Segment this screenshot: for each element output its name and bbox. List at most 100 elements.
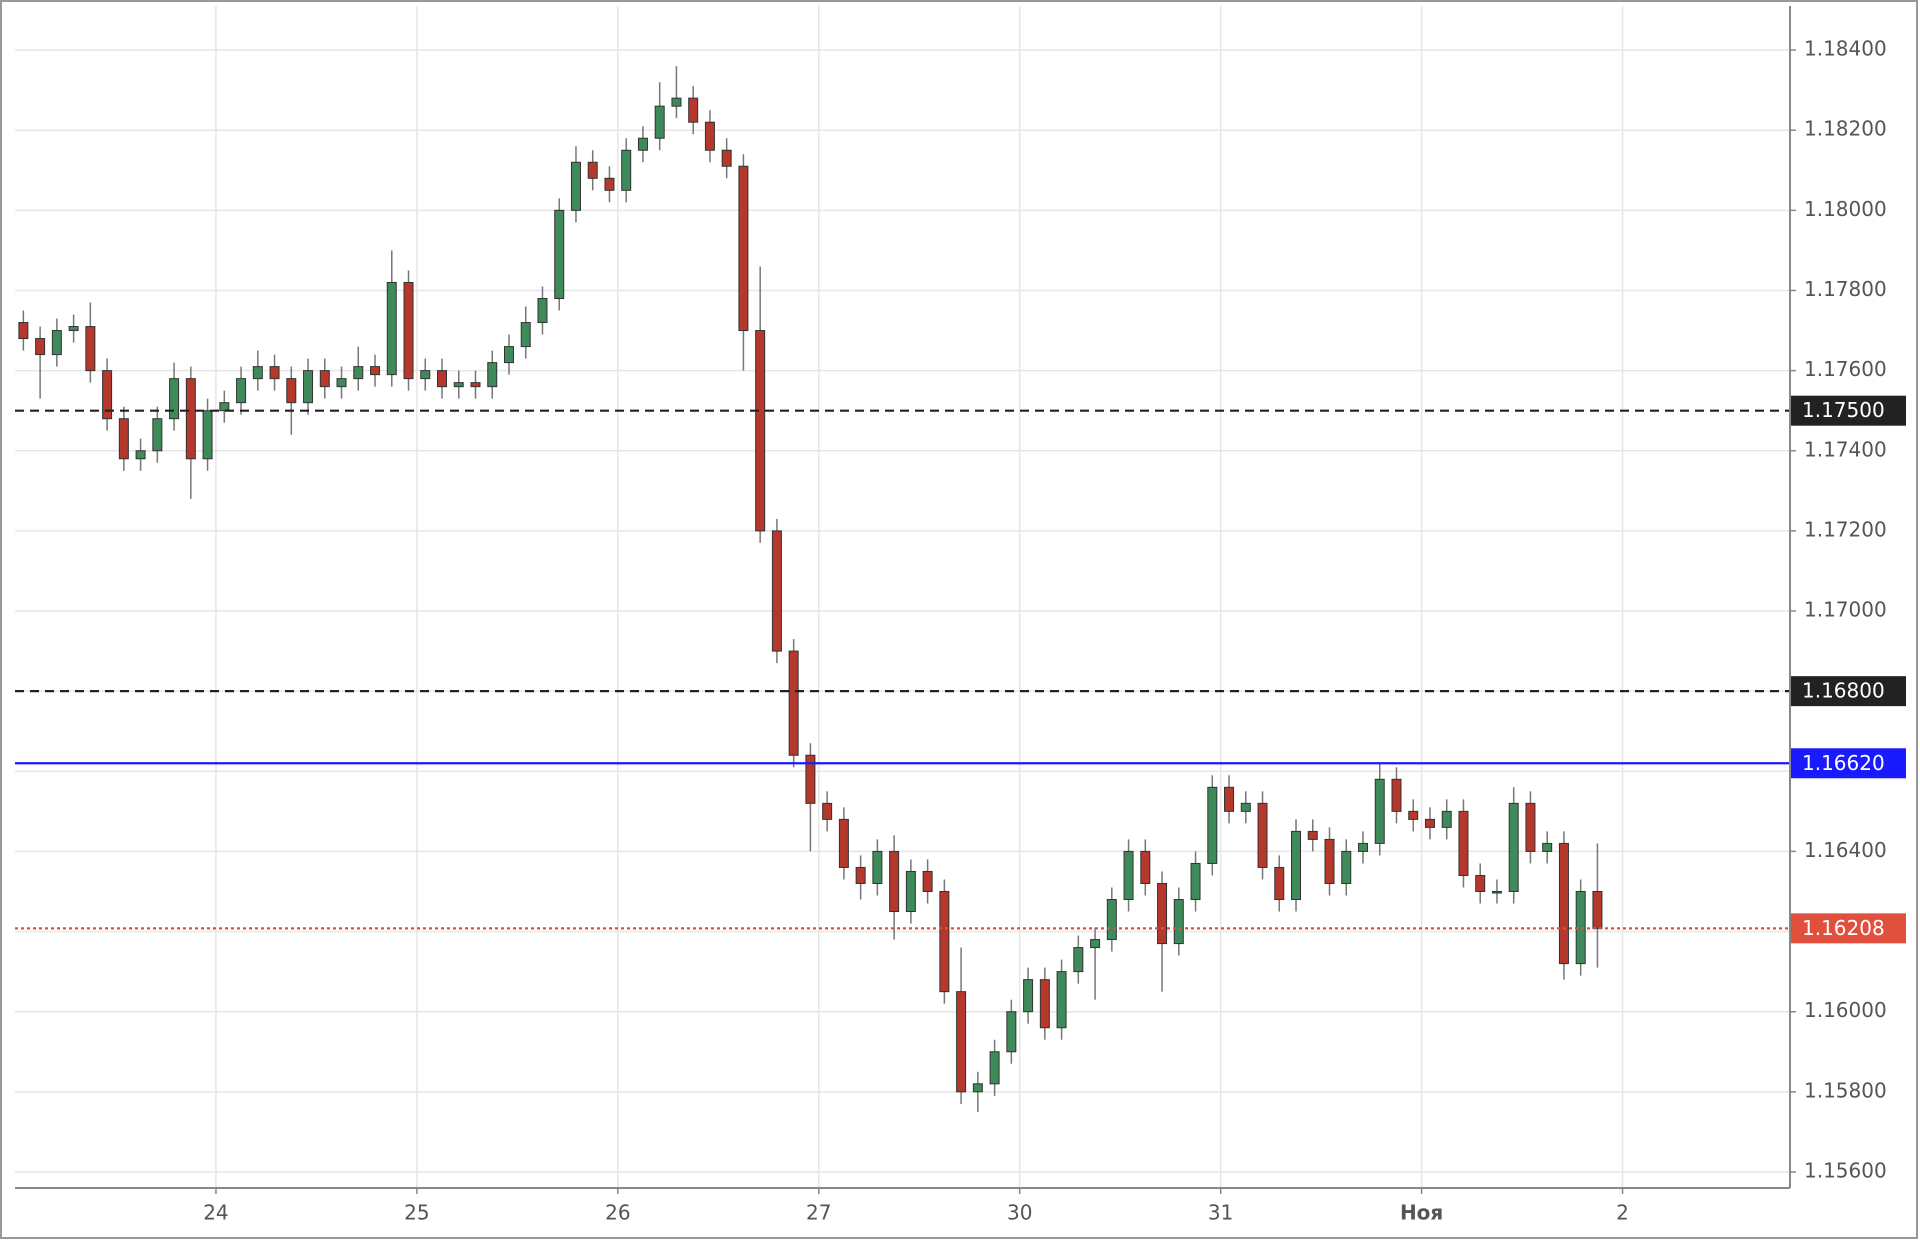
candle-body: [1073, 947, 1084, 973]
levels: 1.17500 1.16800 1.16620 1.16208: [15, 395, 1906, 944]
y-tick-label: 1.17200: [1804, 517, 1887, 541]
candle-body: [755, 330, 766, 532]
candle-body: [1374, 778, 1385, 844]
candle-body: [118, 418, 129, 460]
candle-body: [152, 418, 163, 452]
candle-body: [805, 754, 816, 804]
candle-body: [1491, 890, 1502, 894]
candle-body: [939, 890, 950, 993]
candle-body: [1441, 810, 1452, 828]
candle-body: [721, 149, 732, 167]
candle-body: [1558, 842, 1569, 965]
candle-body: [989, 1051, 1000, 1085]
candle-body: [269, 366, 280, 380]
candle-body: [1458, 810, 1469, 876]
y-tick-label: 1.15800: [1804, 1078, 1887, 1102]
y-tick-label: 1.18200: [1804, 117, 1887, 141]
candle-body: [838, 818, 849, 868]
candle-body: [18, 322, 29, 340]
candle-body: [1307, 830, 1318, 840]
x-tick-label: 31: [1208, 1201, 1233, 1225]
candle-body: [637, 137, 648, 151]
y-tick-label: 1.17800: [1804, 277, 1887, 301]
y-tick-label: 1.16400: [1804, 838, 1887, 862]
candle-body: [1324, 838, 1335, 884]
candle-body: [956, 991, 967, 1093]
candle-body: [1592, 890, 1603, 929]
candle-body: [135, 450, 146, 460]
candle-body: [1525, 802, 1536, 852]
candle-body: [1106, 899, 1117, 941]
candle-body: [905, 870, 916, 913]
x-tick-label: 27: [806, 1201, 831, 1225]
candle-body: [403, 281, 414, 380]
candle-body: [1274, 866, 1285, 901]
candle-body: [487, 362, 498, 388]
candle-body: [1023, 979, 1034, 1013]
y-tick-label: 1.17600: [1804, 357, 1887, 381]
candle-body: [370, 366, 381, 376]
candle-body: [353, 366, 364, 380]
level-label-box: [1790, 913, 1906, 944]
candle-body: [1173, 899, 1184, 945]
y-tick-label: 1.16000: [1804, 998, 1887, 1022]
candle-body: [587, 161, 598, 179]
level-label: 1.16208: [1802, 916, 1885, 940]
candle-body: [1090, 939, 1101, 949]
candle-body: [1224, 786, 1235, 812]
candle-body: [437, 370, 448, 388]
candle-body: [319, 370, 330, 388]
candle-body: [236, 378, 247, 404]
candle-body: [1140, 850, 1151, 884]
candle-body: [922, 870, 933, 892]
candle-body: [169, 378, 180, 420]
candle-body: [855, 866, 866, 884]
candle-body: [1341, 850, 1352, 884]
candle-body: [102, 370, 113, 420]
candle-body: [35, 338, 46, 356]
candle-body: [520, 322, 531, 348]
candle-body: [738, 165, 749, 332]
y-tick-label: 1.18400: [1804, 37, 1887, 61]
candle-body: [420, 370, 431, 380]
candle-body: [1039, 979, 1050, 1029]
candle-body: [185, 378, 196, 460]
candle-body: [1508, 802, 1519, 892]
y-tick-label: 1.15600: [1804, 1158, 1887, 1182]
candle-body: [889, 850, 900, 913]
candle-body: [503, 346, 514, 364]
candle-body: [202, 410, 213, 460]
candle-body: [688, 97, 699, 123]
candle-body: [1291, 830, 1302, 901]
candle-body: [872, 850, 883, 884]
candle-body: [771, 530, 782, 652]
candle-body: [219, 402, 230, 412]
x-tick-label: 25: [404, 1201, 429, 1225]
candle-body: [336, 378, 347, 388]
candle-body: [972, 1083, 983, 1093]
candle-body: [1006, 1011, 1017, 1053]
x-tick-label: 24: [203, 1201, 228, 1225]
candle-body: [1190, 862, 1201, 901]
candle-body: [537, 297, 548, 324]
candle-body: [386, 281, 397, 376]
candle-body: [1257, 802, 1268, 868]
candle-body: [1542, 842, 1553, 852]
level-label: 1.17500: [1802, 398, 1885, 422]
y-tick-label: 1.18000: [1804, 197, 1887, 221]
candle-body: [286, 378, 297, 404]
x-tick-label: 2: [1616, 1201, 1629, 1225]
candle-body: [1391, 778, 1402, 812]
candle-body: [554, 209, 565, 299]
candle-body: [621, 149, 632, 191]
candle-body: [453, 382, 464, 388]
x-tick-label: Ноя: [1400, 1201, 1443, 1225]
x-tick-label: 30: [1007, 1201, 1032, 1225]
candle-body: [604, 177, 615, 191]
candle-body: [1475, 874, 1486, 892]
y-tick-label: 1.17000: [1804, 598, 1887, 622]
candle-body: [1408, 810, 1419, 820]
candle-body: [1056, 971, 1067, 1029]
